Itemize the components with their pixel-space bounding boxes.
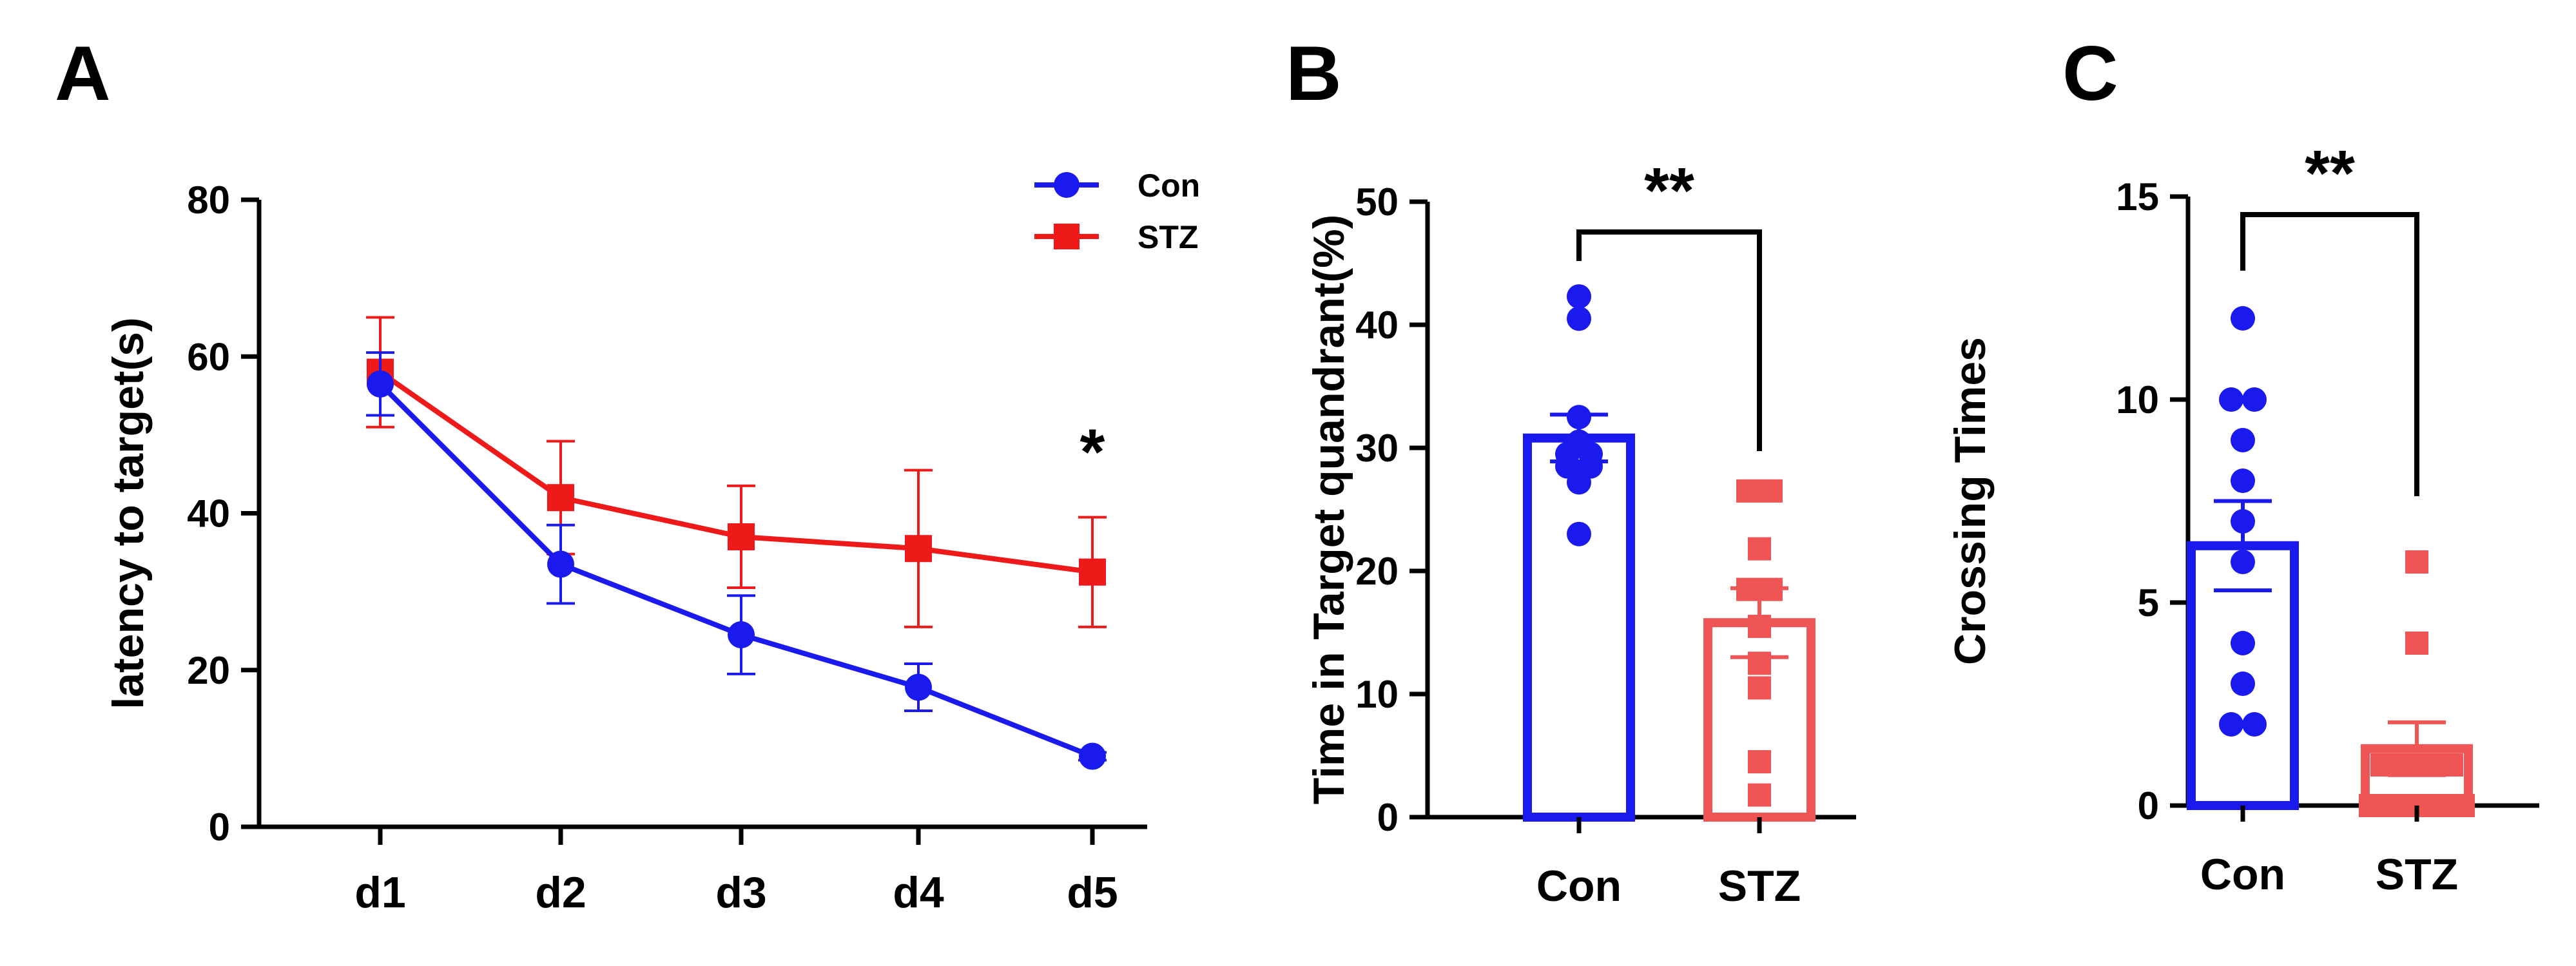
a-point-con xyxy=(905,673,932,701)
b-x-tick-label: Con xyxy=(1536,862,1622,911)
panel-letter-a: A xyxy=(55,30,111,117)
a-y-tick-label: 20 xyxy=(187,649,230,692)
a-point-stz xyxy=(728,523,755,550)
a-point-con xyxy=(1079,742,1106,770)
c-point-con xyxy=(2219,387,2243,412)
a-y-axis-label: latency to target(s) xyxy=(104,317,153,709)
c-point-stz xyxy=(2405,550,2428,574)
c-point-con xyxy=(2231,509,2255,534)
b-significance-label: ** xyxy=(1644,155,1694,227)
c-point-stz xyxy=(2405,632,2428,655)
a-series-line-con xyxy=(378,382,1094,759)
b-point-stz xyxy=(1759,577,1783,601)
b-point-stz xyxy=(1748,614,1771,638)
c-point-con xyxy=(2231,631,2255,655)
b-point-stz xyxy=(1748,783,1771,807)
a-significance-marker: * xyxy=(1080,416,1105,488)
c-point-con xyxy=(2242,712,2267,737)
b-y-tick-label: 10 xyxy=(1355,673,1399,716)
c-point-stz xyxy=(2394,753,2417,777)
a-point-con xyxy=(547,550,574,578)
c-point-con xyxy=(2231,469,2255,493)
c-point-con xyxy=(2231,306,2255,331)
a-x-tick-label: d1 xyxy=(354,868,405,917)
c-point-stz xyxy=(2428,794,2452,817)
b-point-stz xyxy=(1736,479,1759,503)
a-y-tick-label: 80 xyxy=(187,179,230,222)
c-y-tick-label: 10 xyxy=(2116,378,2159,421)
b-bar-con xyxy=(1523,433,1635,822)
a-legend: Con STZ xyxy=(1034,168,1200,255)
a-point-stz xyxy=(547,484,574,512)
legend-marker-stz xyxy=(1054,224,1080,249)
b-y-tick-label: 40 xyxy=(1355,304,1399,347)
c-significance-label: ** xyxy=(2305,137,2355,209)
legend-marker-con xyxy=(1054,172,1080,198)
a-x-tick-label: d4 xyxy=(893,868,944,917)
panel-c-bar-chart: 0 5 10 15 Crossing Times Con STZ ** xyxy=(1946,137,2539,899)
a-x-tick-label: d2 xyxy=(535,868,586,917)
b-point-con xyxy=(1567,284,1591,309)
a-y-tick-label: 0 xyxy=(209,806,230,849)
b-point-con xyxy=(1567,470,1591,495)
c-point-stz xyxy=(2440,753,2463,777)
a-x-tick-label: d5 xyxy=(1067,868,1118,917)
b-point-con xyxy=(1567,405,1591,430)
a-y-tick-label: 40 xyxy=(187,492,230,536)
c-x-tick-label: Con xyxy=(2200,850,2285,899)
c-point-stz xyxy=(2417,753,2440,777)
a-y-tick-label: 60 xyxy=(187,335,230,378)
a-point-con xyxy=(367,370,394,398)
c-point-con xyxy=(2219,712,2243,737)
panel-letter-c: C xyxy=(2062,30,2118,117)
panel-letter-b: B xyxy=(1286,30,1342,117)
c-point-stz xyxy=(2359,794,2382,817)
c-point-con xyxy=(2231,550,2255,574)
b-point-stz xyxy=(1748,676,1771,700)
c-y-tick-label: 5 xyxy=(2138,581,2159,624)
b-point-stz xyxy=(1748,750,1771,774)
b-significance-bracket xyxy=(1576,229,1762,451)
panel-a-line-chart: 0 20 40 60 80 d1 d2 d3 d4 d5 latency to target(s) *… xyxy=(104,168,1200,917)
c-point-stz xyxy=(2382,794,2405,817)
b-point-stz xyxy=(1748,537,1771,561)
b-y-tick-label: 0 xyxy=(1377,796,1399,839)
b-y-axis-label: Time in Target quandrant(%) xyxy=(1304,215,1353,805)
b-point-stz xyxy=(1759,479,1783,503)
c-point-con xyxy=(2231,671,2255,696)
c-point-con xyxy=(2242,387,2267,412)
a-point-stz xyxy=(905,535,932,563)
c-y-axis-label: Crossing Times xyxy=(1946,337,1995,665)
c-y-tick-label: 0 xyxy=(2138,784,2159,827)
legend-label-stz: STZ xyxy=(1138,219,1198,255)
c-significance-bracket xyxy=(2240,212,2419,496)
a-point-con xyxy=(728,621,755,649)
c-point-stz xyxy=(2452,794,2475,817)
c-x-tick-label: STZ xyxy=(2376,850,2458,899)
c-point-con xyxy=(2231,428,2255,452)
b-y-tick-label: 30 xyxy=(1355,427,1399,470)
b-point-stz xyxy=(1736,577,1759,601)
c-y-tick-label: 15 xyxy=(2116,175,2159,218)
b-point-stz xyxy=(1748,652,1771,675)
a-point-stz xyxy=(1079,558,1106,586)
b-x-tick-label: STZ xyxy=(1718,862,1801,911)
c-point-stz xyxy=(2370,753,2394,777)
legend-label-con: Con xyxy=(1138,168,1200,204)
a-x-tick-label: d3 xyxy=(715,868,766,917)
b-point-con xyxy=(1567,521,1591,546)
b-y-tick-label: 50 xyxy=(1355,180,1399,224)
b-point-con xyxy=(1567,306,1591,331)
b-y-tick-label: 20 xyxy=(1355,550,1399,593)
